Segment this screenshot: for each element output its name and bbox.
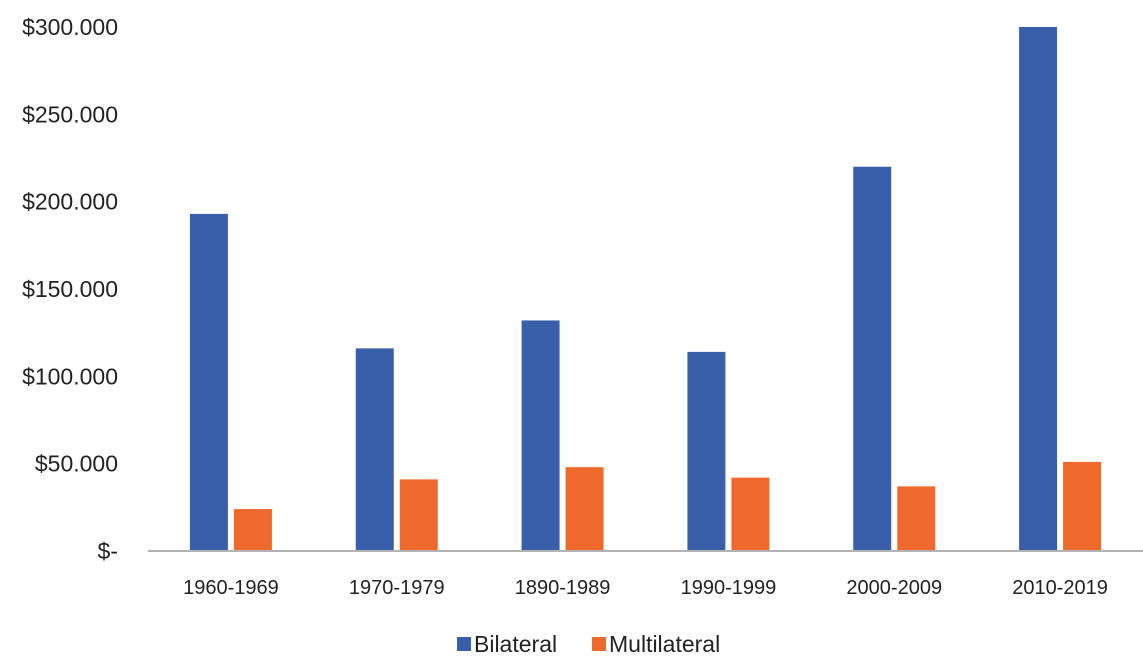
bar-bilateral-2000-2009	[853, 166, 892, 551]
bar-multilateral-1890-1989	[565, 467, 604, 551]
bar-multilateral-2010-2019	[1063, 461, 1102, 551]
y-tick-label: $200.000	[22, 189, 118, 215]
bar-bilateral-1970-1979	[355, 348, 394, 551]
y-tick-label: $300.000	[22, 14, 118, 40]
legend-label-multilateral: Multilateral	[609, 631, 720, 656]
legend: Bilateral Multilateral	[457, 631, 720, 656]
bar-bilateral-2010-2019	[1019, 27, 1058, 551]
legend-swatch-bilateral	[457, 637, 471, 651]
y-tick-label: $100.000	[22, 363, 118, 389]
x-axis: 1960-1969 1970-1979 1890-1989 1990-1999 2000…	[183, 577, 1108, 599]
bar-multilateral-2000-2009	[897, 486, 936, 551]
bar-multilateral-1990-1999	[731, 477, 770, 551]
x-tick-label: 2000-2009	[846, 577, 942, 599]
y-tick-label: $150.000	[22, 276, 118, 302]
bar-bilateral-1890-1989	[521, 320, 560, 551]
x-tick-label: 2010-2019	[1012, 577, 1108, 599]
y-tick-label: $50.000	[35, 451, 118, 477]
bar-multilateral-1970-1979	[399, 479, 438, 551]
legend-label-bilateral: Bilateral	[474, 631, 557, 656]
x-tick-label: 1890-1989	[515, 577, 611, 599]
bar-bilateral-1960-1969	[189, 213, 228, 552]
y-tick-label: $250.000	[22, 101, 118, 127]
y-tick-label: $-	[98, 538, 118, 564]
x-tick-label: 1970-1979	[349, 577, 445, 599]
bar-bilateral-1990-1999	[687, 351, 726, 551]
bars	[189, 27, 1102, 552]
x-tick-label: 1960-1969	[183, 577, 279, 599]
x-tick-label: 1990-1999	[681, 577, 777, 599]
y-axis: $- $50.000 $100.000 $150.000 $200.000 $250.00…	[22, 14, 118, 564]
legend-swatch-multilateral	[592, 637, 606, 651]
bar-multilateral-1960-1969	[233, 509, 272, 551]
